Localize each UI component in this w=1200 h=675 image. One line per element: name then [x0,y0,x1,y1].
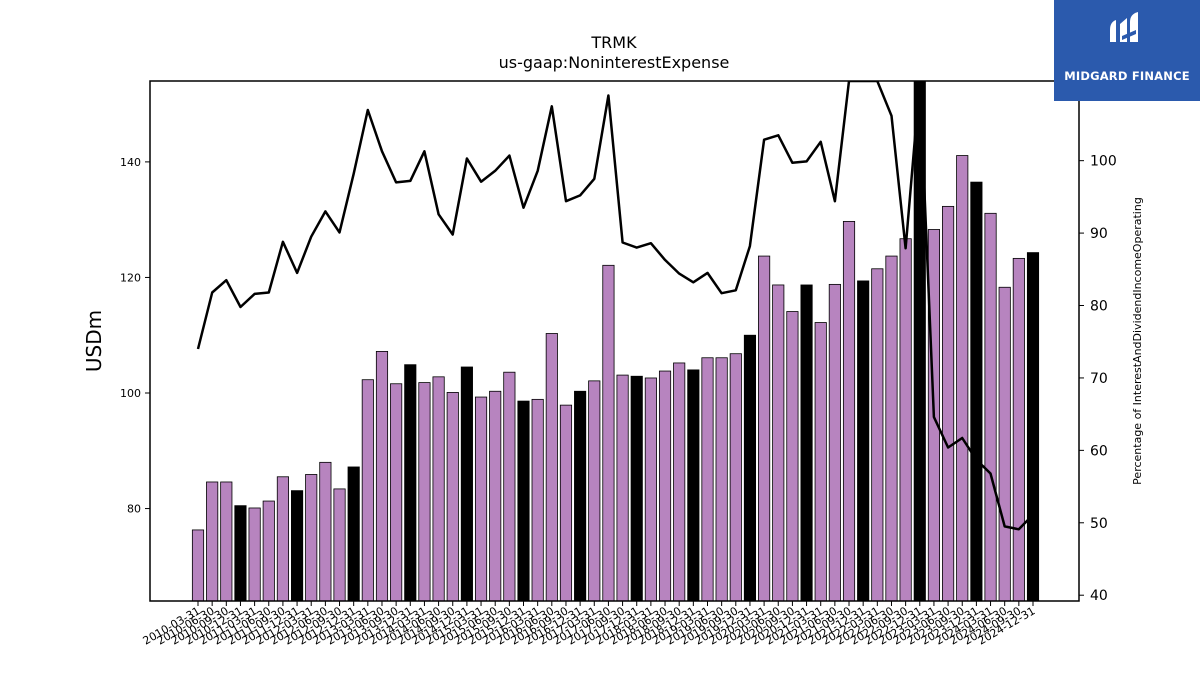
y2-tick-label: 80 [1090,299,1108,315]
bar [729,353,742,602]
bar [489,390,502,602]
bar [857,280,870,602]
bar [743,334,757,602]
line-series [196,81,1034,531]
bar [390,383,403,602]
midgard-m-logo-icon [1110,12,1138,42]
bar [404,364,417,602]
bar-series [191,80,1040,602]
bar [885,255,898,602]
bar [361,379,374,602]
y-tick-label: 80 [127,503,141,516]
bar [701,357,714,602]
y2-tick-label: 60 [1090,443,1108,459]
bar [814,322,827,602]
chart-title: TRMK [590,33,637,52]
bar [998,286,1011,602]
bar [503,371,516,602]
chart-subtitle: us-gaap:NoninterestExpense [499,53,730,72]
bar [276,476,289,602]
bar [474,396,488,602]
bar [206,481,219,602]
bar [616,374,629,602]
bar [460,366,473,602]
y-tick-label: 120 [120,271,141,284]
bar [305,474,318,602]
brand-logo: MIDGARD FINANCE [1054,0,1200,101]
bar [687,369,700,602]
bar [545,333,558,602]
bar [375,350,389,602]
y-axis-label: USDm [82,310,106,372]
bar [1012,257,1025,602]
bar [588,380,601,602]
y2-tick-label: 50 [1090,516,1108,532]
ratio-line [196,81,1034,531]
bar [446,392,459,602]
bar [956,155,969,602]
bar [333,488,346,602]
bar [234,505,247,602]
bar [531,398,544,602]
bar [842,220,856,602]
bar [291,490,304,602]
y2-tick-label: 40 [1090,588,1108,604]
bar [644,377,657,602]
bar [191,529,205,602]
bar [871,268,884,602]
bar [942,205,955,602]
bar [772,284,785,602]
bar [800,284,813,602]
bar [347,466,360,602]
bar [432,376,445,602]
bar [248,507,261,602]
bar [559,404,573,602]
bar [899,238,912,602]
bar [673,362,686,602]
y-tick-label: 100 [120,387,141,400]
bar [786,311,799,602]
bar [715,357,728,602]
bar [319,461,332,602]
y2-axis-label: Percentage of InterestAndDividendIncomeO… [1131,197,1144,485]
y-tick-label: 140 [120,156,141,169]
bar [758,255,771,602]
bar [828,283,841,602]
y2-tick-label: 70 [1090,371,1108,387]
bar [262,500,275,602]
bar [1026,252,1040,602]
bar [630,375,643,602]
y2-tick-label: 100 [1090,154,1117,170]
bar [574,390,587,602]
bar [517,400,530,602]
bar [970,181,983,602]
y2-tick-label: 90 [1090,226,1108,242]
plot-frame [149,80,1080,602]
brand-name: MIDGARD FINANCE [1064,69,1190,83]
bar [984,212,997,602]
bar [658,370,672,602]
bar [602,264,615,602]
bar [220,481,233,602]
bar [418,382,431,602]
